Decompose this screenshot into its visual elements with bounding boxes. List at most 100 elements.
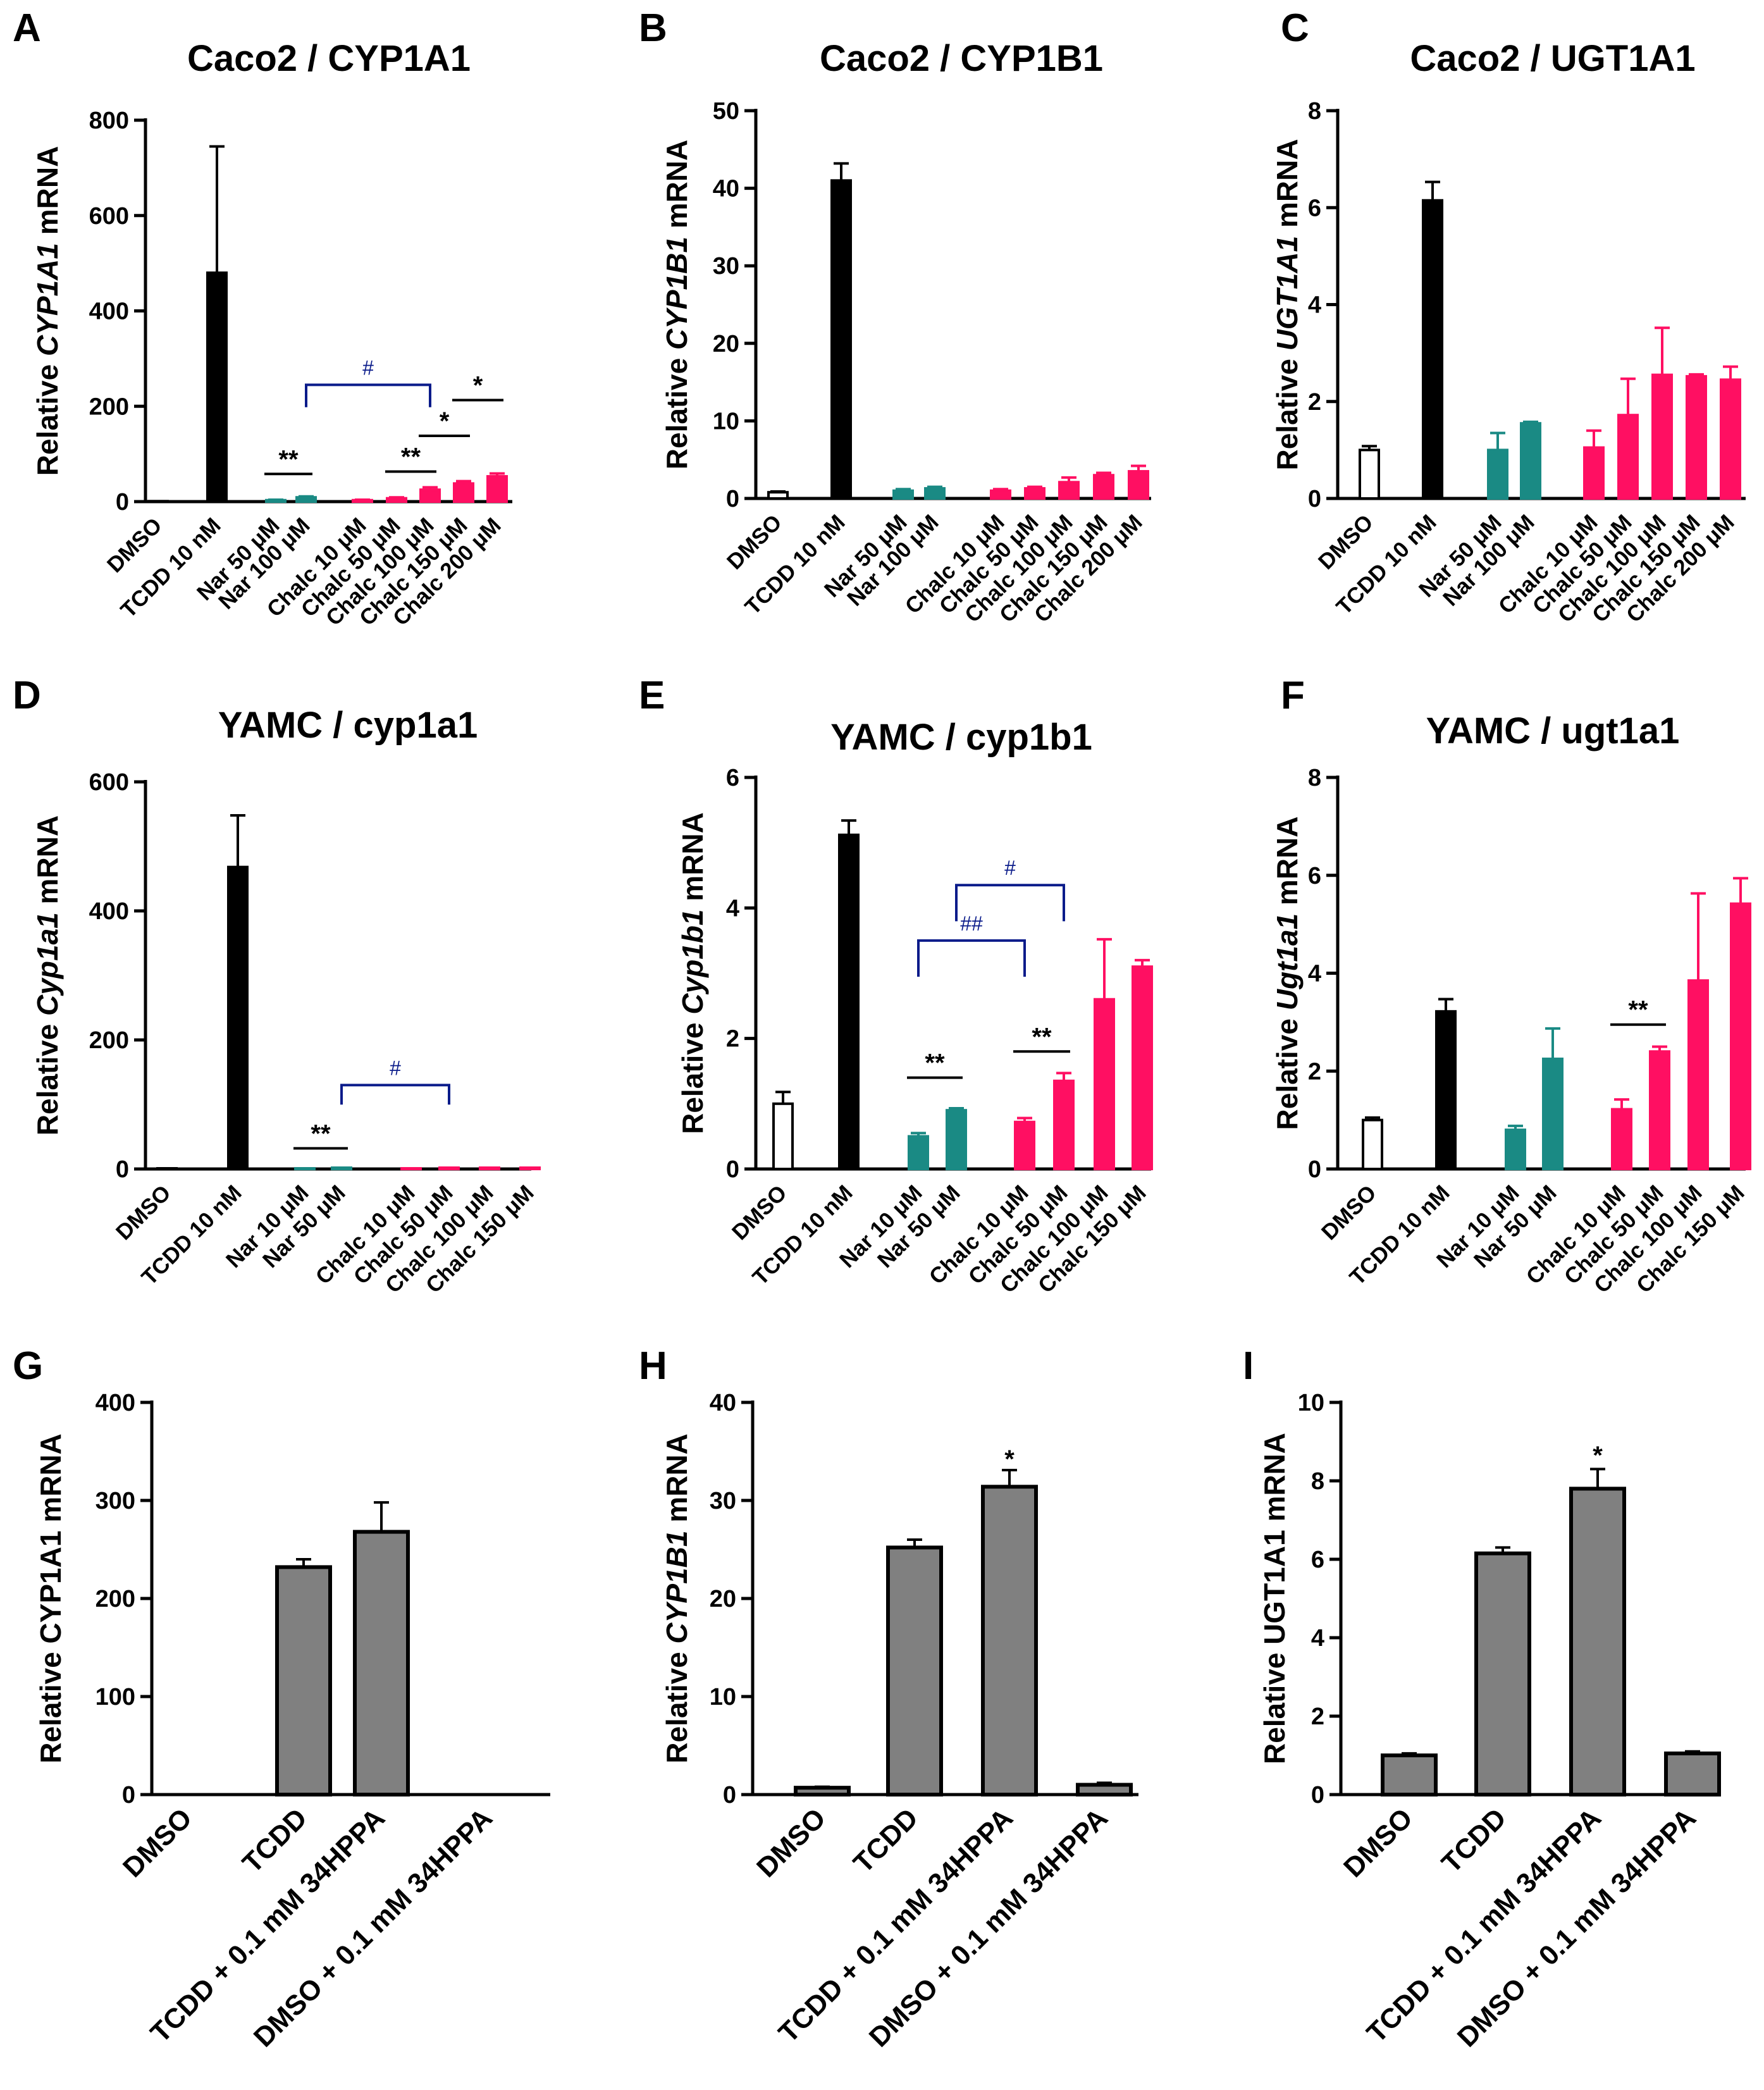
bar [1687, 979, 1709, 1170]
y-tick-label: 30 [713, 253, 739, 280]
y-tick-label: 600 [89, 203, 129, 230]
bar [1520, 422, 1541, 500]
y-axis-label: Relative CYP1B1 mRNA [660, 1433, 693, 1764]
y-tick-label: 0 [1308, 1156, 1321, 1183]
x-tick-label: DMSO [751, 1802, 832, 1883]
panel-letter: B [639, 6, 667, 50]
bar [156, 1166, 178, 1170]
y-tick-label: 2 [1308, 1058, 1321, 1085]
y-tick-label: 10 [1298, 1390, 1324, 1416]
x-tick-label: DMSO [1317, 1180, 1381, 1245]
sig-bracket [917, 939, 1026, 977]
bar [1093, 474, 1114, 500]
y-tick-label: 200 [96, 1586, 135, 1612]
panel-letter: D [13, 674, 41, 717]
bar [275, 1565, 332, 1796]
x-tick-label: DMSO [727, 1180, 792, 1245]
y-tick-label: 0 [1311, 1782, 1324, 1809]
bar [147, 500, 169, 504]
panel-letter: E [639, 674, 665, 717]
panel-d: D YAMC / cyp1a1 0 200 400 600 Relative Cyp1a1 … [13, 674, 541, 1298]
y-tick-label: 10 [710, 1684, 736, 1710]
bar [892, 489, 914, 500]
bar [924, 487, 946, 500]
y-tick-label: 6 [1311, 1547, 1324, 1573]
y-axis-label: Relative CYP1B1 mRNA [660, 140, 693, 470]
bar [1076, 1783, 1133, 1796]
bar [386, 497, 407, 504]
y-tick-label: 6 [1308, 863, 1321, 889]
y-tick-label: 20 [713, 331, 739, 357]
sig-label: # [390, 1056, 401, 1079]
bar [1024, 487, 1045, 500]
y-tick-label: 2 [1311, 1704, 1324, 1730]
y-tick-label: 10 [713, 408, 739, 435]
y-tick-label: 4 [1308, 292, 1321, 319]
y-tick-label: 300 [96, 1488, 135, 1514]
bar [1664, 1751, 1721, 1796]
y-axis-label: Relative Ugt1a1 mRNA [1271, 817, 1304, 1130]
panel-letter: H [639, 1344, 667, 1388]
x-tick-label: TCDD [848, 1802, 924, 1879]
bar [438, 1166, 460, 1170]
bar [1359, 448, 1380, 500]
sig-label: * [1593, 1442, 1603, 1469]
bar [1474, 1551, 1531, 1796]
bar [1730, 902, 1751, 1170]
x-tick-label: TCDD [237, 1802, 313, 1879]
y-axis-label: Relative UGT1A1 mRNA [1258, 1433, 1291, 1764]
x-tick-label: DMSO [117, 1802, 198, 1883]
y-tick-label: 8 [1308, 765, 1321, 791]
bar [1132, 965, 1153, 1171]
y-axis-label: Relative Cyp1a1 mRNA [31, 815, 64, 1135]
bar [1422, 199, 1443, 500]
bar [353, 1530, 410, 1797]
bar [990, 489, 1011, 500]
bar [1381, 1753, 1438, 1796]
bar [206, 271, 228, 503]
y-axis-label: Relative CYP1A1 mRNA [31, 146, 64, 476]
sig-label: # [1004, 856, 1016, 879]
y-tick-label: 2 [726, 1026, 739, 1053]
bar [479, 1166, 500, 1170]
y-tick-label: 0 [116, 1156, 129, 1183]
panel-letter: A [13, 6, 41, 50]
y-tick-label: 400 [96, 1390, 135, 1416]
bar [400, 1166, 422, 1170]
sig-label: ** [401, 443, 421, 471]
panel-e: E YAMC / cyp1b1 0 2 4 6 Relative Cyp1b1 mRNA DM… [639, 674, 1153, 1298]
chart-title: YAMC / cyp1a1 [218, 705, 478, 746]
bar [294, 1166, 316, 1170]
y-tick-label: 4 [1311, 1625, 1324, 1652]
bar [1651, 373, 1673, 500]
bar [1128, 470, 1149, 500]
sig-bracket [955, 884, 1065, 922]
panel-g: G 0 100 200 300 400 Relative CYP1A1 mRNA DMSO TC… [13, 1344, 550, 2053]
y-tick-label: 4 [726, 895, 739, 922]
y-tick-label: 0 [726, 1156, 739, 1183]
y-tick-label: 400 [89, 299, 129, 325]
y-tick-label: 6 [1308, 195, 1321, 221]
panel-a: A Caco2 / CYP1A1 0 200 400 600 800 Relative CYP… [13, 6, 512, 631]
bar [1649, 1050, 1670, 1171]
chart-title: YAMC / cyp1b1 [830, 717, 1092, 758]
sig-bracket [305, 383, 431, 407]
sig-label: ** [1628, 996, 1648, 1024]
y-tick-label: 8 [1311, 1468, 1324, 1495]
bar [1362, 1118, 1383, 1170]
y-axis-label: Relative Cyp1b1 mRNA [676, 812, 709, 1134]
x-tick-label: DMSO [1338, 1802, 1419, 1883]
chart-title: Caco2 / CYP1B1 [820, 38, 1103, 79]
y-tick-label: 400 [89, 898, 129, 925]
bar [908, 1135, 929, 1170]
bar [772, 1102, 794, 1171]
y-tick-label: 30 [710, 1488, 736, 1514]
y-tick-label: 600 [89, 769, 129, 796]
x-tick-label: TCDD [1436, 1802, 1512, 1879]
panel-letter: C [1281, 6, 1309, 50]
bar [794, 1786, 851, 1796]
y-tick-label: 800 [89, 108, 129, 134]
chart-title: Caco2 / CYP1A1 [187, 38, 471, 79]
sig-bracket [340, 1084, 450, 1105]
